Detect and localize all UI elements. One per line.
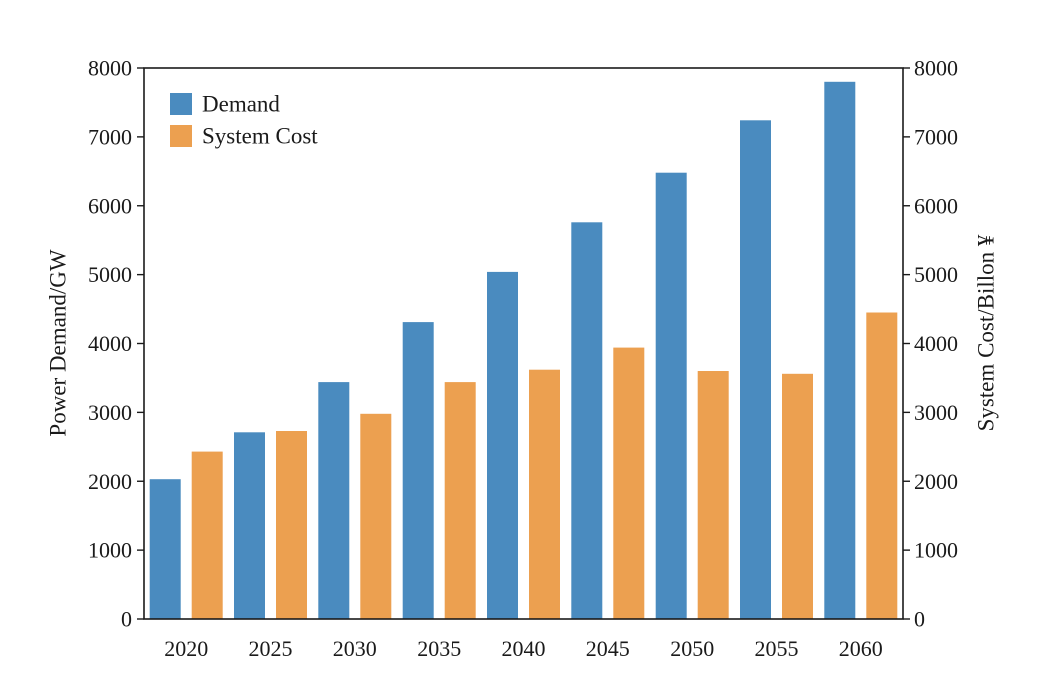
demand-bar-2030 (318, 382, 350, 619)
system-cost-bar-2045 (613, 347, 645, 619)
legend-swatch-system-cost (170, 125, 192, 147)
left-tick-label: 2000 (88, 469, 132, 494)
legend-label-system-cost: System Cost (202, 124, 318, 149)
x-tick-label: 2030 (333, 636, 377, 661)
right-tick-label: 5000 (914, 262, 958, 287)
system-cost-bar-2030 (360, 413, 392, 619)
x-tick-label: 2020 (164, 636, 208, 661)
x-tick-label: 2035 (417, 636, 461, 661)
right-tick-label: 0 (914, 607, 925, 632)
x-tick-label: 2060 (839, 636, 883, 661)
demand-bar-2040 (487, 271, 518, 619)
left-tick-label: 5000 (88, 262, 132, 287)
left-tick-label: 6000 (88, 193, 132, 218)
right-tick-label: 8000 (914, 56, 958, 81)
left-tick-label: 1000 (88, 538, 132, 563)
demand-bar-2020 (149, 479, 181, 619)
legend-swatch-demand (170, 93, 192, 115)
x-tick-label: 2040 (502, 636, 546, 661)
y-axis-label: Power Demand/GW (45, 249, 70, 436)
bars-layer (149, 81, 898, 620)
left-tick-label: 3000 (88, 400, 132, 425)
x-tick-label: 2025 (249, 636, 293, 661)
right-tick-label: 3000 (914, 400, 958, 425)
right-tick-label: 2000 (914, 469, 958, 494)
left-tick-label: 0 (121, 607, 132, 632)
left-y-axis: 0 1000 2000 3000 4000 5000 6000 7000 8000 (88, 56, 144, 632)
right-tick-label: 4000 (914, 331, 958, 356)
right-tick-label: 7000 (914, 124, 958, 149)
system-cost-bar-2055 (782, 373, 813, 619)
demand-bar-2045 (571, 222, 603, 620)
system-cost-bar-2025 (276, 431, 307, 619)
right-tick-label: 6000 (914, 193, 958, 218)
demand-bar-2035 (402, 322, 434, 619)
left-tick-label: 8000 (88, 56, 132, 81)
system-cost-bar-2060 (866, 312, 898, 619)
legend: Demand System Cost (170, 92, 318, 149)
system-cost-bar-2035 (444, 382, 476, 619)
x-axis: 2020 2025 2030 2035 2040 2045 2050 2055 2060 (164, 636, 883, 661)
x-tick-label: 2055 (755, 636, 799, 661)
x-tick-label: 2050 (670, 636, 714, 661)
system-cost-bar-2040 (529, 369, 560, 619)
left-tick-label: 7000 (88, 124, 132, 149)
system-cost-bar-2020 (191, 451, 223, 619)
demand-bar-2060 (824, 81, 856, 620)
left-tick-label: 4000 (88, 331, 132, 356)
right-tick-label: 1000 (914, 538, 958, 563)
right-y-axis: 0 1000 2000 3000 4000 5000 6000 7000 8000 (903, 56, 958, 632)
x-tick-label: 2045 (586, 636, 630, 661)
demand-bar-2025 (234, 432, 265, 619)
y2-axis-label: System Cost/Billon ¥ (973, 234, 998, 431)
demand-bar-2055 (740, 120, 771, 620)
legend-label-demand: Demand (202, 92, 280, 117)
demand-bar-2050 (655, 172, 687, 619)
system-cost-bar-2050 (697, 371, 729, 619)
